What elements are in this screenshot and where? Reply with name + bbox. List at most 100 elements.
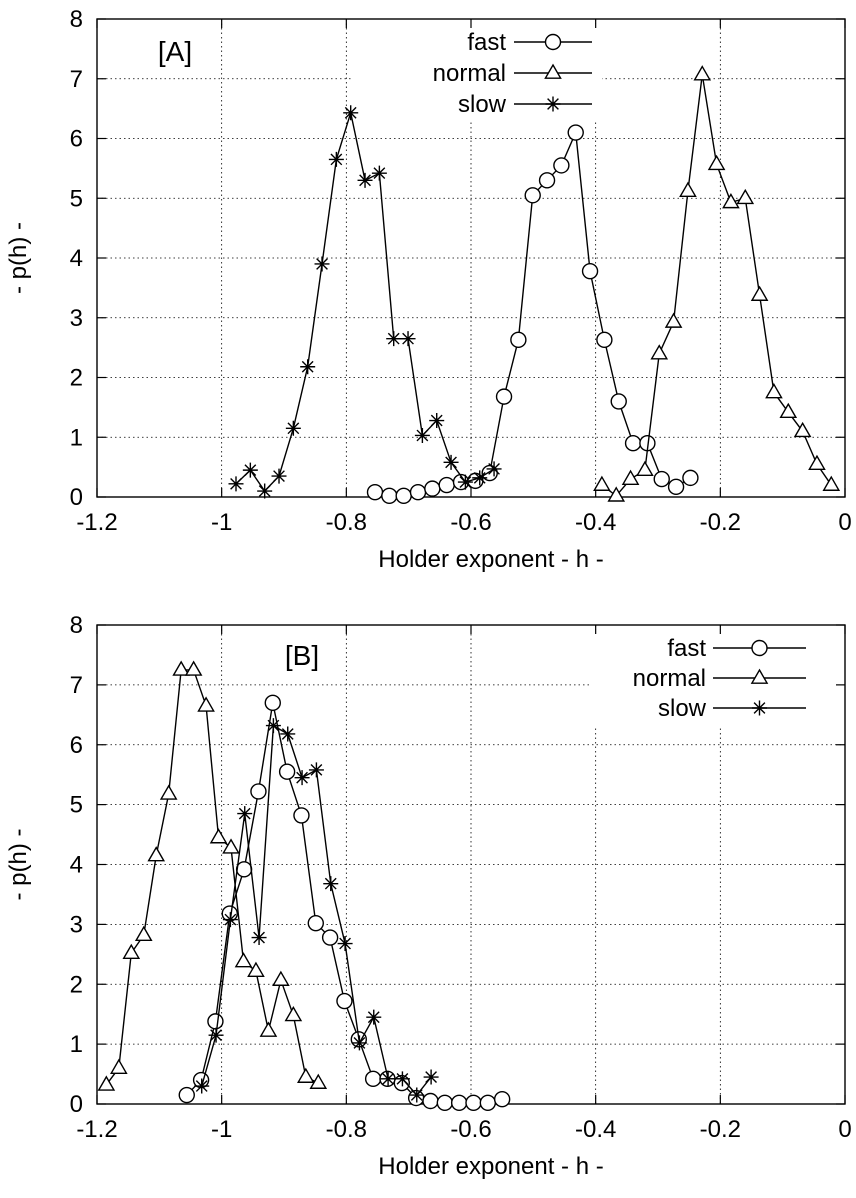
legend-label-slow: slow — [658, 695, 707, 722]
data-point-fast — [264, 694, 281, 712]
data-point-slow — [409, 1087, 425, 1103]
legend-label-slow: slow — [458, 91, 507, 118]
y-tick-label: 8 — [70, 612, 83, 639]
x-tick-label: -0.2 — [700, 1116, 741, 1143]
data-point-fast — [438, 476, 455, 494]
legend-marker-slow — [752, 700, 767, 716]
data-point-normal — [621, 469, 640, 485]
data-point-fast — [465, 1094, 482, 1112]
y-tick-label: 7 — [70, 672, 83, 699]
data-point-normal — [309, 1073, 328, 1089]
data-point-normal — [209, 828, 228, 844]
data-point-slow — [308, 762, 324, 778]
data-point-fast — [422, 1092, 439, 1110]
x-tick-label: -0.6 — [450, 1116, 491, 1143]
data-point-slow — [423, 1069, 439, 1085]
data-point-fast — [336, 992, 353, 1010]
data-point-normal — [197, 696, 215, 712]
x-tick-label: -1 — [211, 1116, 232, 1143]
y-tick-label: 0 — [70, 484, 83, 511]
data-point-slow — [366, 1009, 382, 1025]
legend-marker-fast — [751, 639, 768, 657]
data-point-normal — [97, 1075, 116, 1091]
data-point-slow — [194, 1078, 210, 1094]
data-point-fast — [381, 487, 398, 505]
data-point-normal — [679, 181, 697, 197]
data-point-normal — [159, 784, 178, 800]
x-tick-label: -1.2 — [76, 1116, 117, 1143]
data-point-slow — [285, 420, 301, 436]
y-tick-label: 5 — [70, 792, 83, 819]
data-point-fast — [178, 1086, 195, 1104]
x-tick-label: 0 — [838, 1116, 851, 1143]
data-point-normal — [284, 1005, 303, 1022]
data-point-slow — [371, 165, 387, 181]
data-point-fast — [321, 929, 339, 946]
y-tick-label: 6 — [70, 732, 83, 759]
data-point-normal — [722, 193, 740, 209]
data-point-fast — [553, 157, 570, 174]
y-axis-label: - p(h) - — [5, 829, 32, 901]
series-normal — [593, 65, 841, 502]
data-point-normal — [808, 454, 826, 471]
data-point-normal — [636, 460, 654, 477]
legend-label-fast: fast — [667, 635, 706, 662]
legend-marker-slow — [545, 96, 561, 112]
data-point-normal — [147, 846, 166, 862]
x-tick-label: -0.8 — [326, 1116, 367, 1143]
data-point-slow — [265, 718, 281, 734]
data-point-fast — [610, 393, 627, 410]
data-point-slow — [242, 462, 258, 478]
data-point-slow — [208, 1027, 224, 1043]
y-tick-label: 1 — [70, 424, 83, 451]
y-tick-label: 7 — [70, 66, 83, 93]
data-point-slow — [251, 930, 267, 946]
data-point-fast — [364, 1070, 382, 1088]
data-point-slow — [328, 151, 344, 167]
series-slow — [194, 718, 439, 1103]
x-tick-label: -0.4 — [575, 509, 616, 536]
data-point-fast — [278, 763, 296, 780]
data-point-slow — [457, 474, 473, 490]
data-point-fast — [479, 1094, 497, 1112]
data-point-fast — [524, 187, 541, 204]
data-point-fast — [493, 1091, 511, 1108]
data-point-normal — [693, 65, 712, 81]
data-point-normal — [650, 344, 669, 360]
data-point-slow — [400, 331, 416, 347]
data-point-normal — [707, 154, 726, 171]
data-point-fast — [538, 172, 556, 189]
data-point-fast — [510, 331, 527, 349]
data-point-normal — [122, 943, 141, 960]
data-point-fast — [293, 807, 310, 824]
data-point-fast — [207, 1013, 224, 1030]
data-point-slow — [486, 461, 502, 477]
data-point-slow — [472, 470, 488, 486]
data-point-slow — [280, 726, 296, 742]
data-point-normal — [593, 475, 611, 491]
data-point-normal — [259, 1021, 278, 1037]
data-point-fast — [667, 478, 685, 496]
chart-panel-2: -1.2 -1 -0.8 -0.6 -0.4 -0.2 0 0 1 2 3 4 5 6 7 8 Holder e… — [5, 612, 852, 1180]
legend-marker-normal — [544, 63, 562, 79]
series-line-slow — [235, 110, 495, 493]
y-tick-label: 4 — [70, 852, 83, 879]
data-point-slow — [314, 256, 330, 272]
data-point-normal — [779, 402, 798, 419]
data-point-fast — [395, 487, 412, 505]
series-fast — [178, 694, 511, 1112]
y-tick-label: 3 — [70, 911, 83, 938]
y-tick-label: 2 — [70, 971, 83, 998]
data-point-normal — [272, 970, 290, 986]
data-point-normal — [184, 660, 203, 676]
data-point-slow — [300, 359, 316, 375]
data-point-fast — [567, 124, 584, 141]
data-point-fast — [250, 783, 267, 800]
data-point-fast — [624, 435, 642, 452]
x-tick-label: 0 — [838, 509, 851, 536]
data-point-slow — [271, 468, 287, 484]
x-axis-label: Holder exponent - h - — [378, 546, 603, 573]
data-point-fast — [366, 484, 384, 501]
data-point-slow — [357, 172, 373, 188]
data-point-fast — [596, 331, 613, 349]
